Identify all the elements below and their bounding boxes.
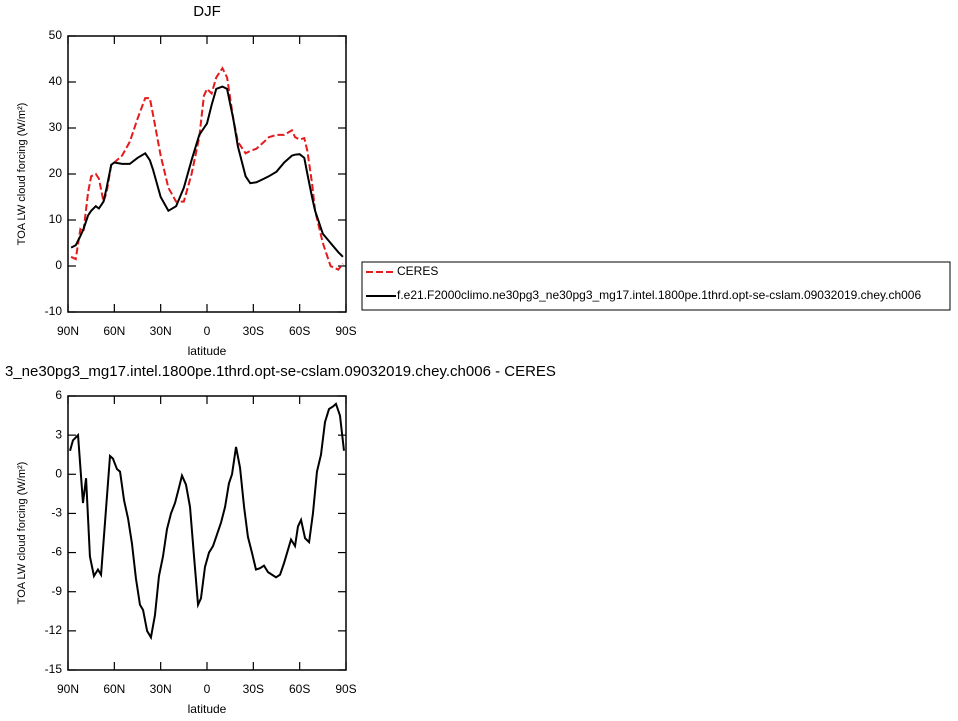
x-tick-label: 30S	[243, 324, 264, 338]
x-tick-label: 90S	[335, 682, 356, 696]
legend-label: f.e21.F2000climo.ne30pg3_ne30pg3_mg17.in…	[397, 288, 921, 302]
y-axis-label: TOA LW cloud forcing (W/m²)	[16, 462, 28, 605]
y-tick-label: -9	[51, 584, 62, 598]
x-tick-label: 0	[204, 324, 211, 338]
data-line	[69, 402, 345, 641]
data-line	[70, 85, 344, 258]
y-tick-label: -12	[45, 623, 63, 637]
y-tick-label: -15	[45, 662, 63, 676]
y-tick-label: 6	[55, 388, 62, 402]
x-tick-label: 30N	[150, 682, 172, 696]
legend-label: CERES	[397, 264, 438, 278]
x-tick-label: 60S	[289, 324, 310, 338]
legend-box	[361, 261, 951, 311]
x-tick-label: 90N	[57, 682, 79, 696]
y-tick-label: 10	[49, 212, 63, 226]
x-tick-label: 90N	[57, 324, 79, 338]
y-tick-label: -10	[45, 304, 63, 318]
chart-title: 3_ne30pg3_mg17.intel.1800pe.1thrd.opt-se…	[5, 363, 556, 380]
x-tick-label: 60S	[289, 682, 310, 696]
y-tick-label: 3	[55, 427, 62, 441]
y-tick-label: 0	[55, 258, 62, 272]
y-axis-label: TOA LW cloud forcing (W/m²)	[16, 103, 28, 246]
x-tick-label: 0	[204, 682, 211, 696]
y-tick-label: 40	[49, 74, 63, 88]
x-axis-label: latitude	[188, 344, 227, 358]
x-tick-label: 90S	[335, 324, 356, 338]
data-line	[70, 66, 344, 271]
y-tick-label: 20	[49, 166, 63, 180]
x-tick-label: 60N	[103, 682, 125, 696]
x-tick-label: 60N	[103, 324, 125, 338]
y-tick-label: 0	[55, 466, 62, 480]
y-tick-label: -3	[51, 506, 62, 520]
x-tick-label: 30N	[150, 324, 172, 338]
x-tick-label: 30S	[243, 682, 264, 696]
x-axis-label: latitude	[188, 702, 227, 716]
y-tick-label: -6	[51, 545, 62, 559]
y-tick-label: 30	[49, 120, 63, 134]
y-tick-label: 50	[49, 28, 63, 42]
chart-title: DJF	[193, 3, 221, 20]
